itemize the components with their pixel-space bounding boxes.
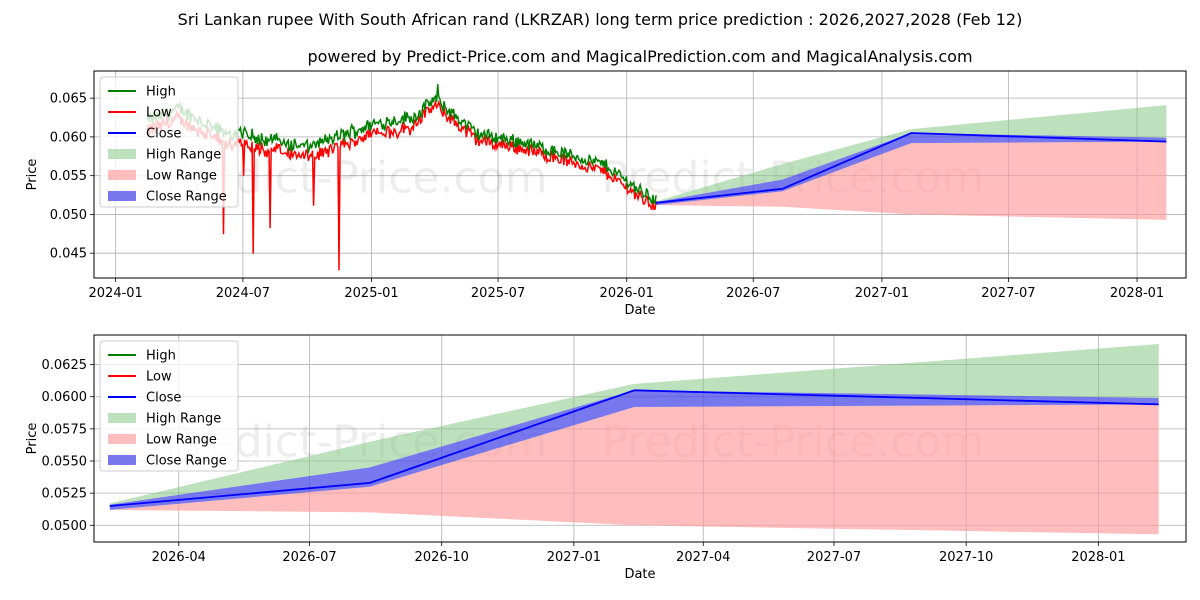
y-tick-label: 0.060 — [50, 130, 87, 145]
y-tick-label: 0.0600 — [42, 390, 88, 405]
legend-label: Low Range — [146, 169, 217, 184]
y-tick-label: 0.065 — [50, 92, 87, 107]
legend-label: Low — [146, 370, 172, 385]
chart-subtitle: powered by Predict-Price.com and Magical… — [307, 47, 972, 66]
x-tick-label: 2026-04 — [152, 550, 206, 565]
top-panel: 2024-01 2024-07 2025-01 2025-07 2026-01 2026-… — [25, 70, 1187, 318]
legend-swatch — [108, 191, 136, 201]
plot-frame — [93, 334, 1187, 543]
legend-label: High — [146, 349, 176, 364]
y-tick-label: 0.0550 — [42, 455, 88, 470]
y-tick-label: 0.050 — [50, 208, 87, 223]
x-tick-label: 2027-01 — [547, 550, 601, 565]
legend-swatch — [108, 434, 136, 444]
y-tick-label: 0.0625 — [42, 358, 88, 373]
low-range-band — [656, 141, 1167, 220]
close-series-line — [109, 389, 1159, 507]
close-range-band — [656, 133, 1167, 206]
low-range-band — [109, 404, 1159, 535]
x-tick-label: 2028-01 — [1071, 550, 1125, 565]
plot-frame — [93, 70, 1187, 279]
legend-label: Close — [146, 127, 181, 142]
legend-label: High Range — [146, 412, 221, 427]
x-tick-label: 2026-01 — [600, 286, 654, 301]
legend-label: Close Range — [146, 190, 227, 205]
x-tick-label: 2027-04 — [676, 550, 730, 565]
high-range-band — [109, 344, 1159, 505]
y-tick-label: 0.0500 — [42, 519, 88, 534]
x-tick-label: 2026-07 — [726, 286, 780, 301]
legend-swatch — [108, 170, 136, 180]
y-axis-label: Price — [25, 423, 40, 455]
bottom-panel: 2026-04 2026-07 2026-10 2027-01 2027-04 2027-… — [25, 334, 1187, 582]
x-tick-label: 2027-07 — [807, 550, 861, 565]
y-tick-label: 0.0525 — [42, 487, 88, 502]
x-axis-label: Date — [624, 303, 655, 318]
x-tick-label: 2027-01 — [855, 286, 909, 301]
y-tick-label: 0.045 — [50, 247, 87, 262]
x-tick-label: 2024-01 — [89, 286, 143, 301]
close-series-line — [656, 132, 1167, 204]
chart-title: Sri Lankan rupee With South African rand… — [178, 10, 1023, 29]
legend-label: Low Range — [146, 433, 217, 448]
x-tick-label: 2025-07 — [471, 286, 525, 301]
y-tick-label: 0.055 — [50, 169, 87, 184]
x-tick-label: 2026-10 — [415, 550, 469, 565]
high-range-band — [656, 105, 1167, 202]
x-tick-label: 2026-07 — [282, 550, 336, 565]
y-axis-label: Price — [25, 159, 40, 191]
x-tick-label: 2028-01 — [1110, 286, 1164, 301]
legend-label: High — [146, 85, 176, 100]
legend-swatch — [108, 413, 136, 423]
legend-label: Close Range — [146, 454, 227, 469]
legend-label: Close — [146, 391, 181, 406]
y-tick-label: 0.0575 — [42, 422, 88, 437]
legend-label: High Range — [146, 148, 221, 163]
legend-swatch — [108, 149, 136, 159]
legend: High Low Close High Range Low Range Close Ran… — [99, 340, 239, 472]
x-tick-label: 2024-07 — [216, 286, 270, 301]
x-axis-label: Date — [624, 567, 655, 582]
x-tick-label: 2027-10 — [939, 550, 993, 565]
legend-swatch — [108, 455, 136, 465]
legend-label: Low — [146, 106, 172, 121]
x-tick-label: 2027-07 — [981, 286, 1035, 301]
legend: High Low Close High Range Low Range Close Ran… — [99, 76, 239, 208]
x-tick-label: 2025-01 — [344, 286, 398, 301]
close-range-band — [109, 390, 1159, 510]
